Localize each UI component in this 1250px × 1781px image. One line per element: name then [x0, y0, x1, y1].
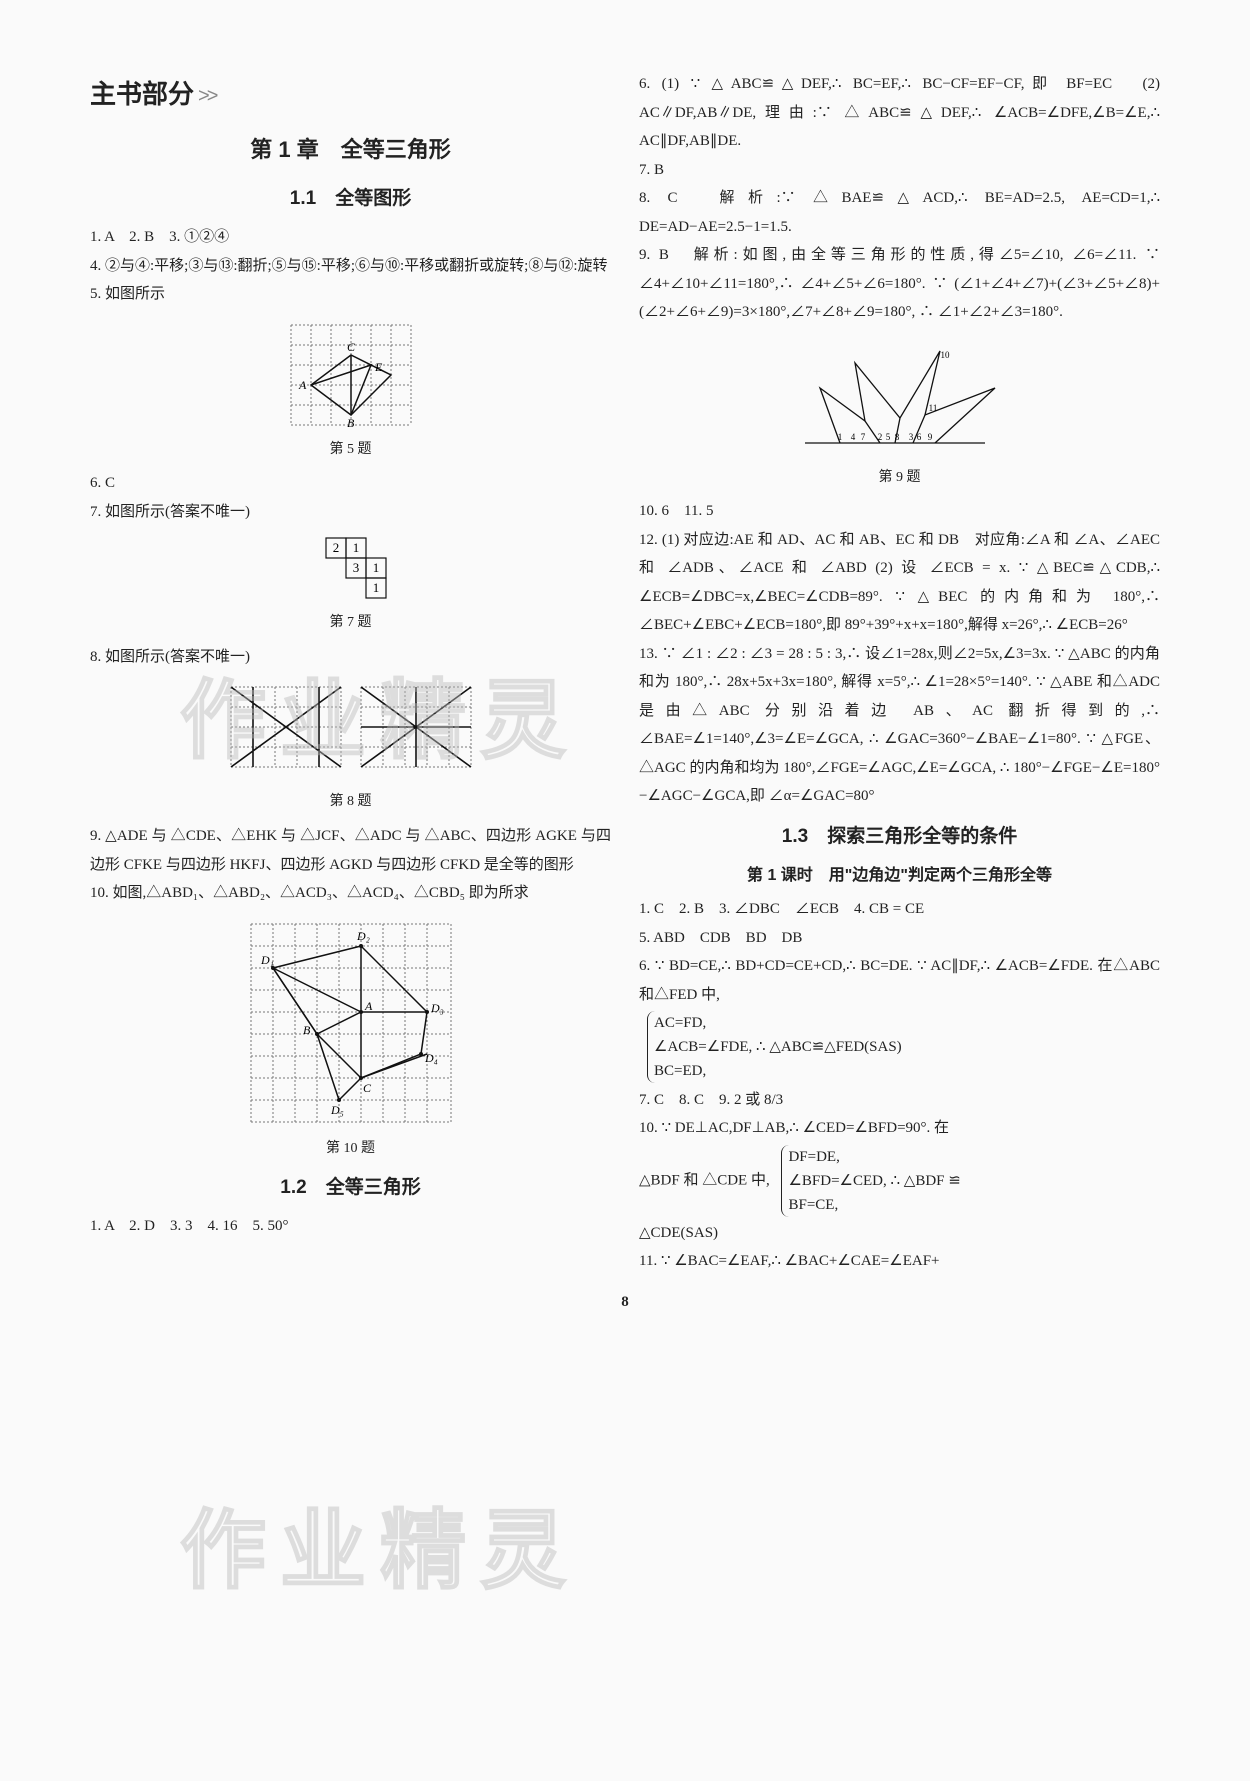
svg-text:4: 4 [850, 432, 855, 442]
svg-text:B: B [303, 1023, 311, 1037]
answer-line: 8. C 解析:∵ △BAE≌△ACD,∴ BE=AD=2.5, AE=CD=1… [639, 184, 1160, 241]
svg-text:1: 1 [372, 560, 379, 575]
figure-caption: 第 8 题 [330, 789, 372, 816]
page-number: 8 [90, 1288, 1160, 1317]
answer-line: 10. 如图,△ABD₁、△ABD₂、△ACD₃、△ACD₄、△CBD₅ 即为所… [90, 879, 611, 908]
lesson-title: 第 1 课时 用"边角边"判定两个三角形全等 [639, 861, 1160, 891]
chapter-title: 第 1 章 全等三角形 [90, 129, 611, 171]
svg-text:E: E [374, 360, 383, 374]
svg-text:3: 3 [352, 560, 359, 575]
page-title: 主书部分 [90, 70, 194, 119]
watermark: 作业精灵 [180, 1470, 580, 1633]
figure-8: 第 8 题 [90, 677, 611, 816]
svg-text:8: 8 [894, 432, 899, 442]
answer-line: 4. ②与④:平移;③与⑬:翻折;⑤与⑮:平移;⑥与⑩:平移或翻折或旋转;⑧与⑫… [90, 252, 611, 281]
answer-line: 10. 6 11. 5 [639, 497, 1160, 526]
svg-text:9: 9 [927, 432, 932, 442]
figure-caption: 第 5 题 [330, 437, 372, 464]
svg-text:D₄: D₄ [424, 1051, 438, 1065]
section-title: 1.3 探索三角形全等的条件 [639, 819, 1160, 855]
answer-line: 9. B 解析:如图,由全等三角形的性质,得∠5=∠10, ∠6=∠11. ∵ … [639, 241, 1160, 327]
svg-text:2: 2 [877, 432, 882, 442]
brace-group: DF=DE, ∠BFD=∠CED, ∴ △BDF ≌ BF=CE, [781, 1145, 960, 1217]
svg-text:B: B [347, 416, 355, 430]
answer-line: 9. △ADE 与 △CDE、△EHK 与 △JCF、△ADC 与 △ABC、四… [90, 822, 611, 879]
answer-line: 11. ∵ ∠BAC=∠EAF,∴ ∠BAC+∠CAE=∠EAF+ [639, 1247, 1160, 1276]
answer-line: 7. C 8. C 9. 2 或 8/3 [639, 1086, 1160, 1115]
figure-caption: 第 7 题 [330, 610, 372, 637]
svg-text:1: 1 [372, 580, 379, 595]
svg-text:1: 1 [352, 540, 359, 555]
answer-line: 13. ∵ ∠1 : ∠2 : ∠3 = 28 : 5 : 3,∴ 设∠1=28… [639, 640, 1160, 811]
figure-9: 147 258 369 10 11 第 9 题 [639, 333, 1160, 492]
svg-text:1: 1 [837, 432, 842, 442]
svg-text:2: 2 [332, 540, 339, 555]
figure-7: 21 31 1 第 7 题 [90, 532, 611, 637]
svg-text:10: 10 [940, 350, 950, 360]
svg-text:D₁: D₁ [260, 953, 274, 967]
svg-text:3: 3 [908, 432, 913, 442]
svg-text:D₅: D₅ [330, 1103, 344, 1117]
brace-group: AC=FD, ∠ACB=∠FDE, ∴ △ABC≌△FED(SAS) BC=ED… [647, 1011, 902, 1083]
answer-line: 8. 如图所示(答案不唯一) [90, 643, 611, 672]
brace-line: DF=DE, [788, 1145, 960, 1169]
svg-text:D₂: D₂ [356, 929, 370, 943]
answer-line: 10. ∵ DE⊥AC,DF⊥AB,∴ ∠CED=∠BFD=90°. 在 [639, 1114, 1160, 1143]
svg-text:D₃: D₃ [430, 1001, 444, 1015]
svg-text:A: A [298, 378, 307, 392]
answer-line: 1. C 2. B 3. ∠DBC ∠ECB 4. CB = CE [639, 895, 1160, 924]
svg-text:6: 6 [916, 432, 921, 442]
svg-text:7: 7 [860, 432, 865, 442]
svg-text:5: 5 [885, 432, 890, 442]
section-title: 1.1 全等图形 [90, 181, 611, 217]
svg-text:11: 11 [928, 403, 937, 413]
brace-line: BC=ED, [654, 1059, 902, 1083]
answer-line: 5. 如图所示 [90, 280, 611, 309]
svg-text:C: C [347, 340, 356, 354]
answer-line: 7. B [639, 156, 1160, 185]
figure-caption: 第 9 题 [879, 465, 921, 492]
answer-line: 5. ABD CDB BD DB [639, 924, 1160, 953]
chevron-icon: >> [198, 85, 215, 107]
brace-line: ∠BFD=∠CED, ∴ △BDF ≌ [788, 1169, 960, 1193]
figure-caption: 第 10 题 [326, 1136, 375, 1163]
answer-line: 6. (1) ∵ △ABC≌△DEF,∴ BC=EF,∴ BC−CF=EF−CF… [639, 70, 1160, 156]
brace-line: AC=FD, [654, 1011, 902, 1035]
svg-text:C: C [363, 1081, 372, 1095]
brace-line: BF=CE, [788, 1193, 960, 1217]
figure-5: A C E B 第 5 题 [90, 315, 611, 464]
figure-10: B A C D₁ D₂ D₃ D₄ D₅ 第 10 题 [90, 914, 611, 1163]
answer-line: 12. (1) 对应边:AE 和 AD、AC 和 AB、EC 和 DB 对应角:… [639, 526, 1160, 640]
answer-line: 1. A 2. B 3. ①②④ [90, 223, 611, 252]
answer-line: 7. 如图所示(答案不唯一) [90, 498, 611, 527]
answer-line: 6. ∵ BD=CE,∴ BD+CD=CE+CD,∴ BC=DE. ∵ AC∥D… [639, 952, 1160, 1009]
answer-line: 1. A 2. D 3. 3 4. 16 5. 50° [90, 1212, 611, 1241]
section-title: 1.2 全等三角形 [90, 1170, 611, 1206]
svg-text:A: A [364, 999, 373, 1013]
answer-inline: △BDF 和 △CDE 中, [639, 1172, 770, 1188]
answer-line: 6. C [90, 469, 611, 498]
brace-line: ∠ACB=∠FDE, ∴ △ABC≌△FED(SAS) [654, 1035, 902, 1059]
answer-line: △CDE(SAS) [639, 1219, 1160, 1248]
